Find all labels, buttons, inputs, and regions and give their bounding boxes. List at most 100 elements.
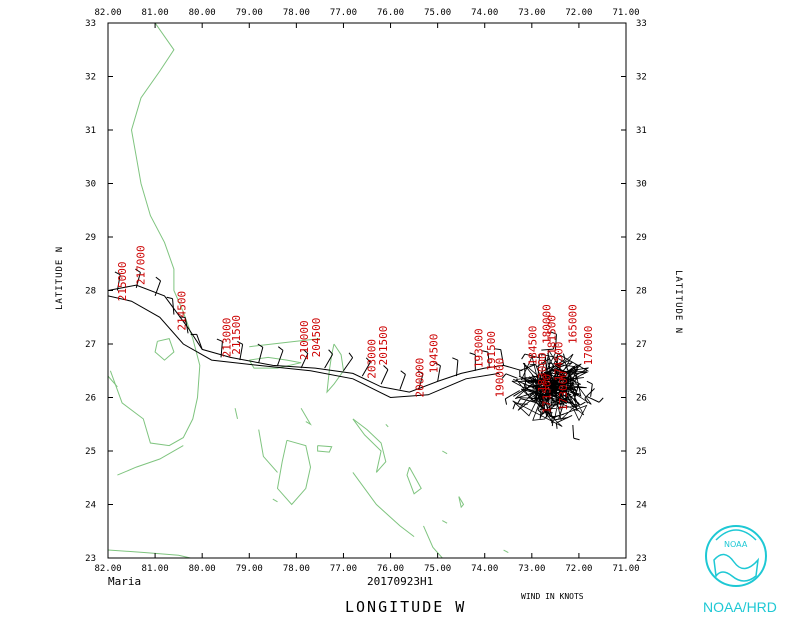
wind-barb-flag [555,422,558,429]
lon-tick-top: 76.00 [377,8,404,18]
lat-tick-left: 31 [85,126,96,136]
coastline [317,445,333,453]
lon-tick-bottom: 79.00 [236,564,263,574]
wind-barb [555,359,570,368]
coastline [385,423,389,428]
wind-barb [437,365,441,382]
wind-barb [565,369,578,380]
lon-tick-bottom: 74.00 [471,564,498,574]
wind-barb [534,385,541,403]
wind-barb [380,369,389,385]
lon-tick-bottom: 82.00 [94,564,121,574]
lon-tick-bottom: 80.00 [189,564,216,574]
wind-barb [277,350,284,366]
observation-time-label: 194500 [428,334,441,374]
wind-barb [513,388,526,397]
observation-time-label: 180000 [541,304,554,344]
wind-barb-flag [584,397,588,404]
wind-barb [519,364,536,372]
wind-barb-flag [155,276,161,282]
observation-time-label: 201500 [377,326,390,366]
lon-tick-top: 77.00 [330,8,357,18]
lon-tick-bottom: 75.00 [424,564,451,574]
map-frame [107,22,627,559]
wind-barb-flag [400,370,406,375]
lon-tick-bottom: 77.00 [330,564,357,574]
coastline [109,23,201,447]
wind-barb [559,369,571,385]
lon-tick-top: 71.00 [612,8,639,18]
lat-tick-right: 27 [636,340,647,350]
wind-barb-flag [562,385,565,393]
wind-barb-flag [532,385,535,392]
wind-barb [500,349,505,366]
wind-barb [524,353,540,359]
observation-time-label: 210000 [298,320,311,360]
wind-barb-flag [554,368,560,374]
lat-tick-left: 27 [85,340,96,350]
observation-time-label: 173000 [557,371,570,411]
wind-barb [558,402,565,419]
flight-path [108,284,523,393]
lat-tick-right: 28 [636,287,647,297]
wind-barb-flag [541,371,544,378]
coastline [154,338,175,361]
wind-barb-flag [383,365,389,370]
wind-barb-flag [537,409,543,415]
wind-barb [533,383,548,387]
coastline [423,525,443,558]
lat-tick-left: 26 [85,394,96,404]
wind-barb [568,393,581,406]
observation-time-label: 200000 [414,358,427,398]
lat-tick-right: 24 [636,501,647,511]
lat-tick-left: 23 [85,554,96,564]
observation-time-label: 184500 [527,326,540,366]
observation-time-label: 193000 [472,328,485,368]
flight-id: 20170923H1 [367,575,433,588]
coastline [458,496,465,509]
x-axis-title: LONGITUDE W [345,598,466,616]
wind-barb [586,396,600,403]
coastline [503,549,509,554]
coastline [117,445,184,476]
observation-time-label: 214500 [176,291,189,331]
wind-barb [172,298,175,315]
wind-barb-flag [166,296,173,300]
coastline [406,466,422,495]
wind-barb-flag [547,352,550,359]
coastline [352,472,415,537]
wind-barb-flag [548,384,552,391]
lon-tick-bottom: 72.00 [565,564,592,574]
coastline [276,439,312,506]
observation-time-label: 217000 [135,245,148,285]
coastline [352,418,387,473]
lon-tick-bottom: 81.00 [142,564,169,574]
wind-barb-flag [526,388,533,391]
wind-barb [239,344,244,361]
lat-tick-left: 28 [85,287,96,297]
wind-barb-flag [555,402,562,406]
observation-time-label: 215000 [116,261,129,301]
wind-barb [538,386,543,400]
wind-barb [573,384,579,401]
wind-barb [220,341,223,358]
wind-barb-flag [434,362,441,367]
wind-barb-flag [494,348,501,351]
wind-barb-flag [469,352,476,356]
flight-path-return [108,295,499,399]
wind-barb [184,317,189,334]
wind-barb-flag [559,376,566,382]
coastline [300,407,312,426]
coastline [108,375,118,388]
coastline [249,338,320,348]
coastline [248,356,302,369]
wind-barb-flag [257,343,264,348]
wind-barb-flag [562,353,566,360]
wind-barb-flag [551,420,554,427]
wind-barb [487,352,490,369]
wind-barb-flag [523,382,526,389]
wind-barb-flag [216,338,223,342]
noaa-logo: NOAA NOAA/HRD [703,525,777,615]
wind-barb-flag [560,394,567,398]
